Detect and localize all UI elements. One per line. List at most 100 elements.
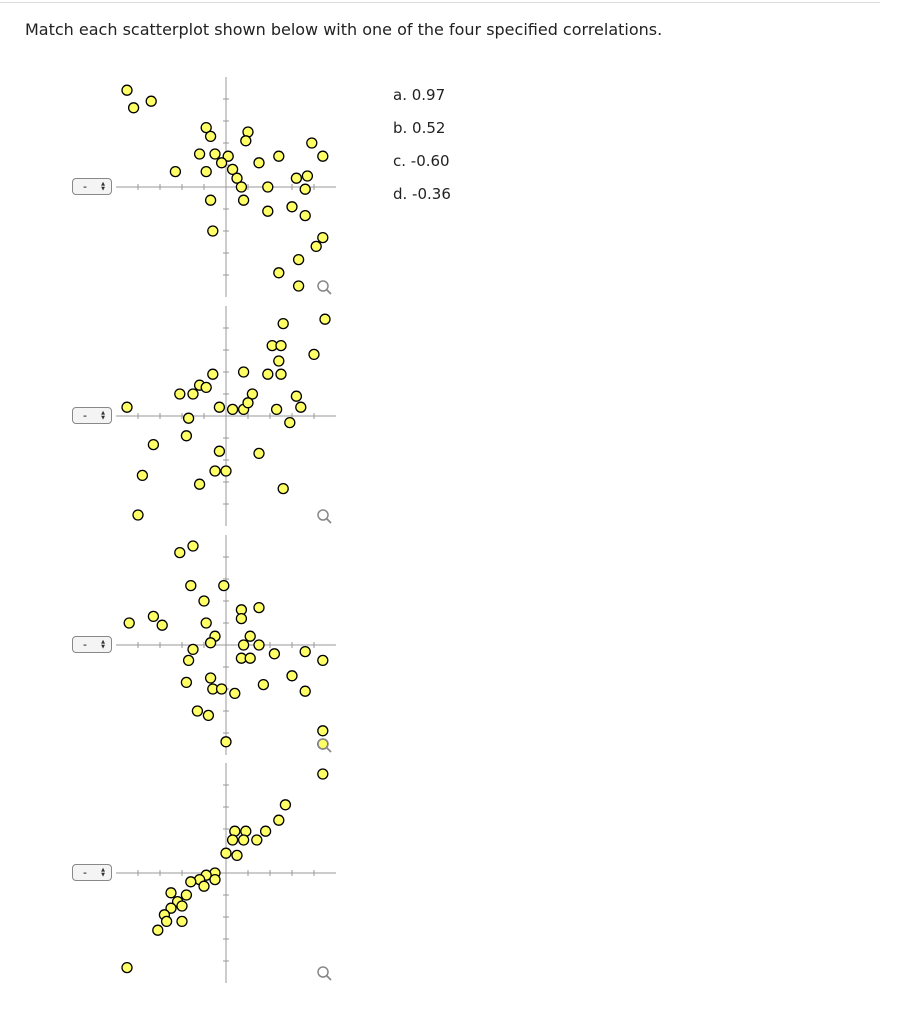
scatter-point [204, 194, 217, 206]
scatter-point [226, 163, 239, 176]
scatter-point [182, 654, 195, 667]
scatter-point [273, 150, 285, 162]
scatter-point [277, 482, 289, 495]
answer-choice: d. -0.36 [393, 185, 451, 203]
select-value: - [83, 866, 87, 879]
scatter-point [198, 595, 210, 607]
scatter-point [240, 135, 252, 147]
scatter-point [202, 709, 215, 722]
scatter-point [292, 280, 305, 292]
zoom-lens [317, 509, 329, 521]
scatter-point [301, 170, 314, 182]
scatter-point [127, 102, 140, 114]
scatter-point [244, 652, 256, 664]
scatter-point [246, 388, 259, 400]
scatter-point [174, 546, 186, 559]
scatter-point [174, 388, 186, 400]
scatter-point [317, 150, 329, 162]
scatter-point [200, 617, 212, 629]
scatter-point [204, 672, 217, 684]
scatter-point [270, 403, 283, 416]
scatter-point [235, 612, 248, 625]
scatter-point [317, 768, 329, 780]
scatter-point [207, 368, 219, 380]
zoom-icon[interactable] [317, 966, 332, 981]
scatter-point [193, 478, 206, 490]
scatter-point [308, 348, 320, 361]
scatter-point [160, 915, 173, 928]
answer-select[interactable]: - ▲ ▼ [72, 636, 112, 653]
select-arrow: ▲ ▼ [101, 409, 105, 421]
scatter-point [218, 579, 230, 592]
scatter-point [180, 676, 193, 689]
scatter-point [191, 705, 204, 717]
zoom-icon[interactable] [317, 280, 332, 295]
answer-select[interactable]: - ▲ ▼ [72, 178, 112, 195]
scatter-point [220, 465, 232, 477]
select-value: - [83, 409, 87, 422]
scatter-point [237, 366, 250, 378]
scatter-point [200, 381, 212, 394]
scatter-point [213, 445, 226, 457]
scatter-point [284, 416, 296, 429]
scatter-point [237, 194, 250, 206]
scatter-point [207, 225, 219, 237]
scatter-point [180, 889, 193, 901]
zoom-handle [325, 746, 332, 753]
select-arrow: ▲ ▼ [101, 866, 105, 878]
scatter-point [209, 873, 221, 886]
scatter-point [204, 130, 217, 143]
zoom-icon[interactable] [317, 738, 332, 753]
scatter-point [182, 412, 195, 424]
scatter-point [275, 368, 287, 380]
select-arrow: ▲ ▼ [101, 638, 105, 650]
scatter-point [231, 172, 243, 184]
scatter-point [310, 240, 322, 253]
scatter-point [147, 610, 160, 623]
scatter-point [145, 95, 157, 107]
scatter-point [200, 121, 212, 134]
scatter-point [299, 685, 311, 697]
scatter-point [286, 201, 298, 213]
scatter-point [244, 630, 256, 642]
scatter-point [253, 447, 265, 460]
scatter-point [273, 814, 285, 826]
scatter-point [299, 183, 311, 195]
scatter-point [268, 648, 281, 660]
select-arrow: ▲ ▼ [101, 180, 105, 192]
scatter-point [299, 209, 311, 222]
scatter-point [185, 876, 197, 888]
scatter-point [277, 317, 289, 330]
select-value: - [83, 638, 87, 651]
answer-select[interactable]: - ▲ ▼ [72, 407, 112, 424]
scatter-point [123, 617, 135, 629]
scatter-point [226, 403, 239, 416]
scatter-point [273, 355, 285, 367]
answer-select[interactable]: - ▲ ▼ [72, 864, 112, 881]
scatter-point [262, 205, 274, 217]
answer-choices: a. 0.97 b. 0.52 c. -0.60 d. -0.36 [393, 86, 451, 218]
scatter-point [156, 619, 168, 631]
scatter-point [253, 157, 265, 169]
scatter-point [319, 313, 331, 325]
answer-choice: a. 0.97 [393, 86, 446, 104]
scatter-point [251, 834, 263, 846]
scatter-point [200, 165, 212, 178]
scatter-point [187, 540, 199, 552]
scatter-point [231, 849, 243, 862]
scatter-point [220, 736, 232, 748]
scatter-point [237, 639, 250, 651]
scatter-point [215, 157, 228, 169]
scatter-point [290, 172, 303, 184]
scatter-point [253, 639, 265, 651]
zoom-icon[interactable] [317, 509, 332, 524]
zoom-lens [317, 966, 329, 978]
scatter-point [317, 231, 329, 244]
scatter-point [121, 961, 133, 974]
zoom-handle [325, 974, 332, 981]
scatter-point [235, 181, 248, 193]
scatter-point [286, 670, 298, 682]
scatter-point [165, 902, 177, 914]
scatter-point [215, 683, 228, 695]
